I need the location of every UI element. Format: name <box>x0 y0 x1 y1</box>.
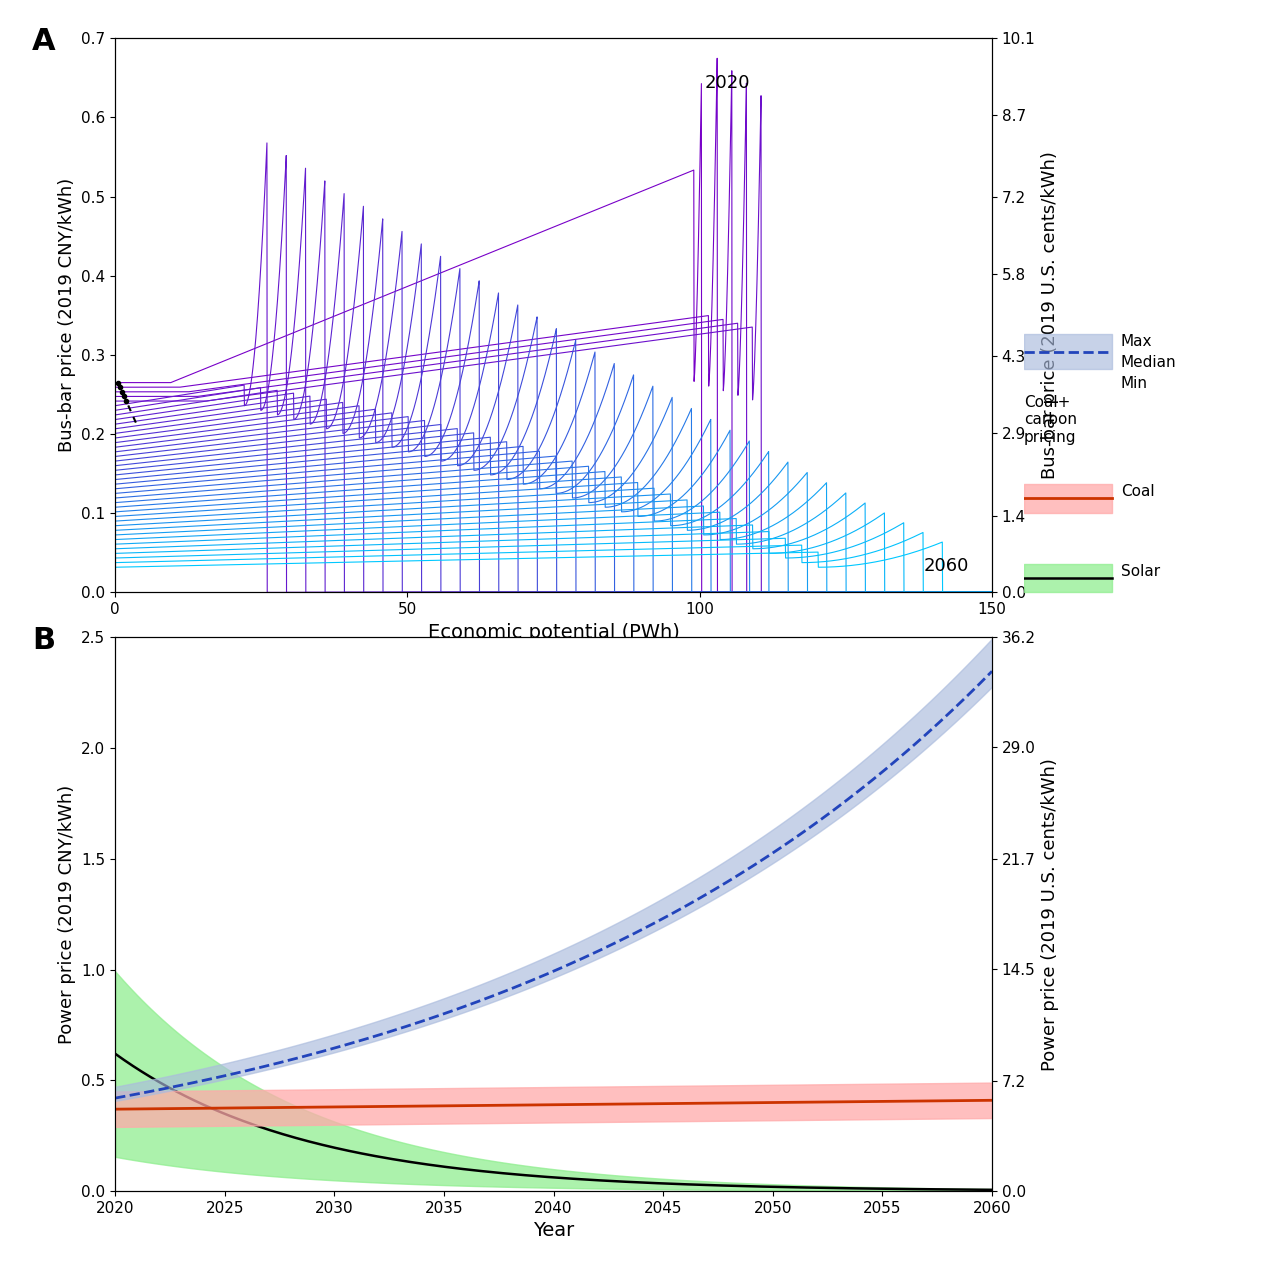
Y-axis label: Bus-bar price (2019 U.S. cents/kWh): Bus-bar price (2019 U.S. cents/kWh) <box>1041 152 1059 479</box>
Text: Solar: Solar <box>1121 563 1160 578</box>
Text: Median: Median <box>1121 355 1176 371</box>
Y-axis label: Bus-bar price (2019 CNY/kWh): Bus-bar price (2019 CNY/kWh) <box>58 178 76 452</box>
Text: B: B <box>32 626 55 655</box>
Text: Min: Min <box>1121 376 1148 391</box>
Text: Coal: Coal <box>1121 484 1155 499</box>
X-axis label: Year: Year <box>532 1222 575 1241</box>
Y-axis label: Power price (2019 U.S. cents/kWh): Power price (2019 U.S. cents/kWh) <box>1041 758 1060 1070</box>
Text: 2020: 2020 <box>704 74 750 92</box>
Text: A: A <box>32 27 55 56</box>
Text: Max: Max <box>1121 334 1152 349</box>
Text: Coal+
carbon
pricing: Coal+ carbon pricing <box>1024 395 1076 445</box>
X-axis label: Economic potential (PWh): Economic potential (PWh) <box>428 623 680 642</box>
Y-axis label: Power price (2019 CNY/kWh): Power price (2019 CNY/kWh) <box>58 785 76 1043</box>
Text: 2060: 2060 <box>923 557 969 576</box>
